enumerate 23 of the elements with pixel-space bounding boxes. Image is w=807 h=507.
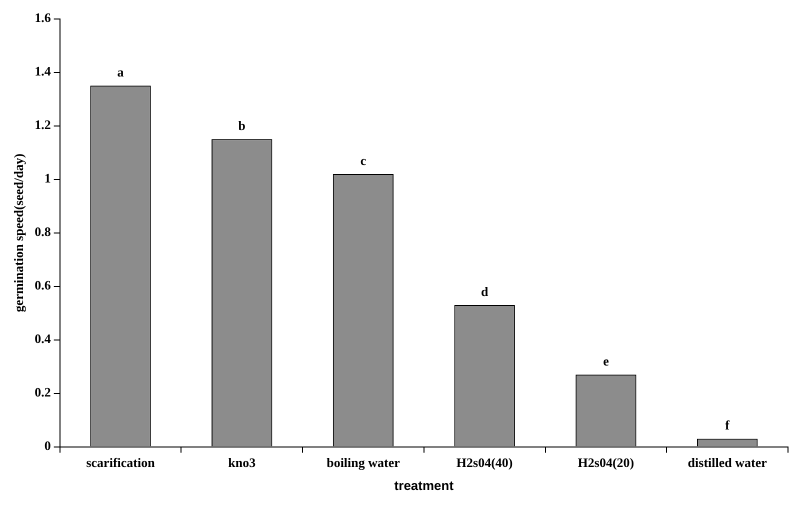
annotation: a — [117, 64, 124, 80]
y-tick-label: 1.2 — [34, 117, 51, 132]
x-tick-label: kno3 — [228, 454, 256, 470]
y-tick-label: 1.6 — [34, 10, 52, 26]
annotation: c — [360, 152, 366, 168]
y-tick-label: 1 — [44, 170, 51, 186]
annotation: b — [238, 118, 246, 134]
annotation: d — [480, 284, 489, 299]
x-axis-title: treatment — [394, 478, 454, 493]
y-tick-label: 1.4 — [34, 64, 52, 79]
y-tick-label: 0.8 — [34, 224, 52, 240]
x-tick-label: boiling water — [326, 454, 400, 470]
x-tick-label: distilled water — [688, 454, 768, 470]
x-tick-label: H2s04(40) — [456, 454, 513, 470]
y-tick-label: 0.2 — [34, 384, 51, 400]
x-tick-label: scarification — [86, 454, 156, 470]
y-tick-label: 0.6 — [34, 278, 52, 293]
y-tick-label: 0 — [44, 438, 51, 454]
annotation: e — [603, 353, 610, 368]
y-tick-label: 0.4 — [34, 331, 52, 346]
x-tick-label: H2s04(20) — [578, 454, 634, 470]
y-axis-title: germination speed(seed/day) — [11, 154, 26, 312]
annotation: f — [725, 418, 730, 433]
